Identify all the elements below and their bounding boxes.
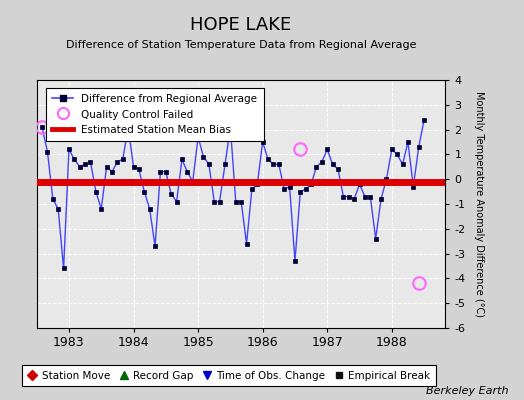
Text: HOPE LAKE: HOPE LAKE <box>190 16 292 34</box>
Text: Berkeley Earth: Berkeley Earth <box>426 386 508 396</box>
Text: Difference of Station Temperature Data from Regional Average: Difference of Station Temperature Data f… <box>66 40 416 50</box>
Y-axis label: Monthly Temperature Anomaly Difference (°C): Monthly Temperature Anomaly Difference (… <box>474 91 484 317</box>
Legend: Station Move, Record Gap, Time of Obs. Change, Empirical Break: Station Move, Record Gap, Time of Obs. C… <box>22 366 435 386</box>
